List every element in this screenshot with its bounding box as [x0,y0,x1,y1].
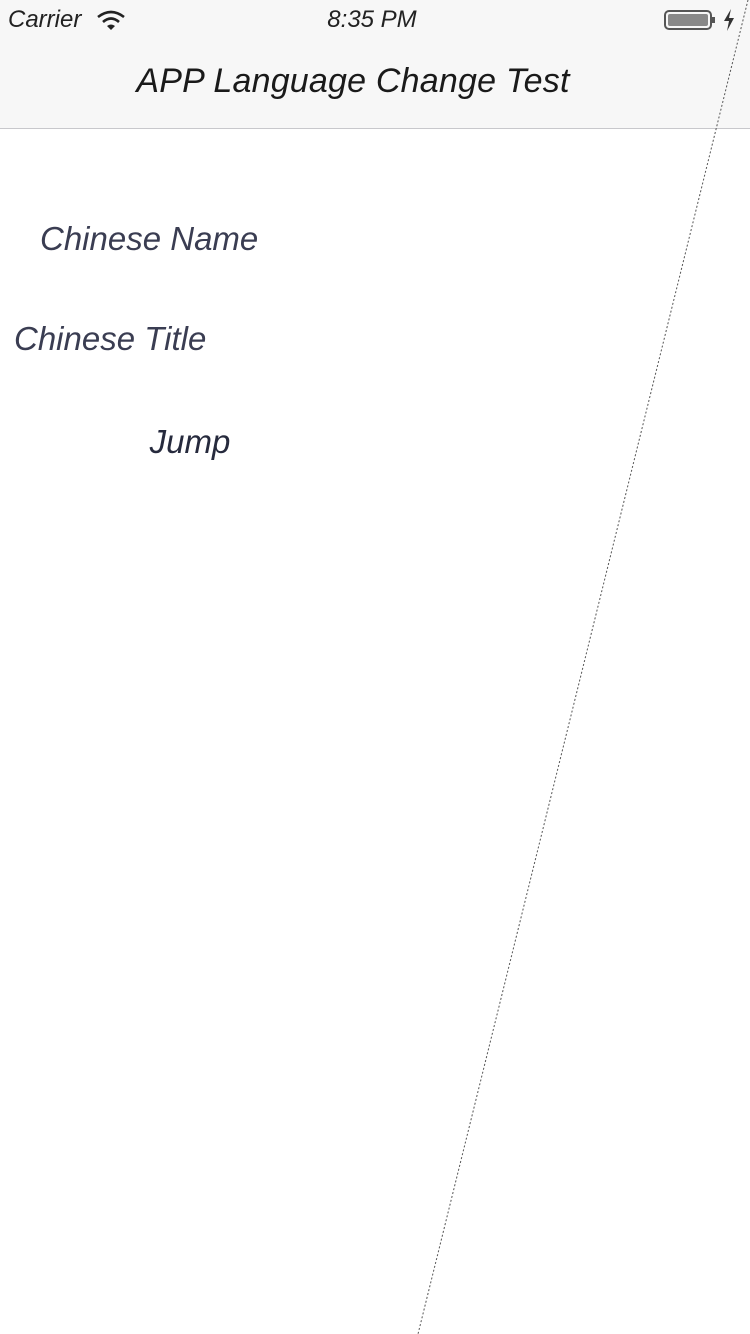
battery-icon [664,10,715,30]
chinese-name-label: Chinese Name [40,220,259,257]
carrier-label: Carrier [8,6,82,33]
navigation-header: Carrier 8:35 PM APP Language Change Test [0,0,750,129]
status-bar: Carrier 8:35 PM [0,0,750,40]
jump-button[interactable]: Jump [130,416,250,468]
page-title: APP Language Change Test [136,62,570,100]
charging-bolt-icon [724,9,734,31]
status-time: 8:35 PM [327,6,417,33]
chinese-title-label: Chinese Title [14,320,207,357]
wifi-icon [97,10,125,30]
